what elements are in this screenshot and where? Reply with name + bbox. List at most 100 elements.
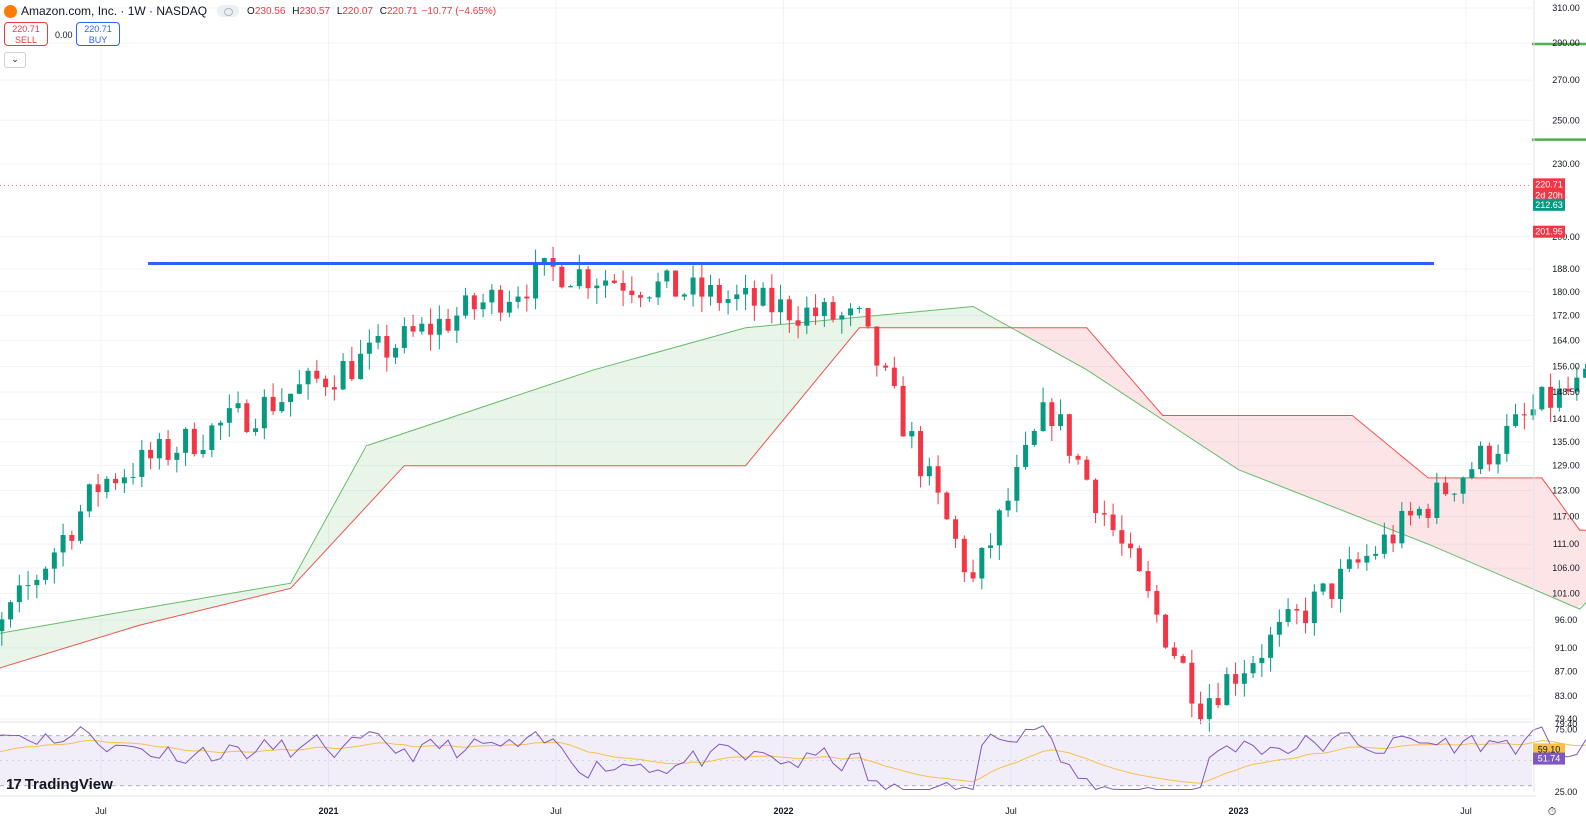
candle-body <box>935 466 941 493</box>
candle-body <box>349 360 355 380</box>
candle-body <box>506 301 512 313</box>
candle-body <box>314 370 320 379</box>
sell-price: 220.71 <box>12 24 40 34</box>
price-tick-label: 310.00 <box>1552 3 1580 13</box>
symbol-title[interactable]: Amazon.com, Inc. · 1W · NASDAQ <box>21 4 208 18</box>
candle-body <box>795 320 801 326</box>
candle-body <box>1066 414 1072 456</box>
candle-body <box>463 295 469 316</box>
candle-body <box>813 307 819 317</box>
candle-body <box>961 538 967 573</box>
rsi-ma-value-tag: 59.10 <box>1538 744 1561 754</box>
sell-button[interactable]: 220.71 SELL <box>4 22 48 46</box>
candle-body <box>1198 703 1204 720</box>
candle-body <box>139 449 145 477</box>
price-tick-label: 135.00 <box>1552 437 1580 447</box>
candle-body <box>1206 698 1212 720</box>
visibility-toggle-icon[interactable] <box>217 5 240 17</box>
candle-body <box>900 385 906 437</box>
candle-body <box>970 572 976 579</box>
price-tick-label: 87.00 <box>1555 666 1578 676</box>
candle-body <box>979 547 985 579</box>
candle-body <box>471 295 477 310</box>
candle-body <box>1136 548 1142 572</box>
candle-body <box>1320 583 1326 592</box>
candle-body <box>585 269 591 289</box>
candle-body <box>454 315 460 331</box>
ichimoku-span-a <box>0 305 1586 634</box>
cloud-a-price-tag: 212.63 <box>1535 200 1563 210</box>
candle-body <box>1583 368 1586 378</box>
candle-body <box>1373 553 1379 556</box>
candle-body <box>1189 662 1195 704</box>
price-tick-label: 250.00 <box>1552 115 1580 125</box>
candle-body <box>1268 634 1274 658</box>
price-tick-label: 129.00 <box>1552 461 1580 471</box>
candle-body <box>1574 377 1580 392</box>
candle-body <box>1451 493 1457 495</box>
ohlc-low-key: L <box>336 5 343 17</box>
candle-body <box>576 269 582 287</box>
ohlc-values: O230.56 H230.57 L220.07 C220.71 <box>247 6 422 17</box>
price-tick-label: 148.50 <box>1552 387 1580 397</box>
candle-body <box>1338 568 1344 599</box>
candle-body <box>699 277 705 297</box>
spread-value: 0.00 <box>55 30 73 40</box>
amazon-logo-icon <box>4 4 17 18</box>
candle-body <box>681 294 687 297</box>
candle-body <box>1171 647 1177 657</box>
time-zone-clock-icon: ⏱ <box>1548 805 1557 818</box>
candle-body <box>1486 445 1492 465</box>
candle-body <box>1530 409 1536 416</box>
price-tick-label: 180.00 <box>1552 287 1580 297</box>
candle-body <box>821 302 827 317</box>
candle-body <box>1128 543 1134 549</box>
candle-body <box>8 602 14 620</box>
candle-body <box>751 288 757 306</box>
candle-body <box>331 387 337 390</box>
candle-body <box>673 270 679 297</box>
candle-body <box>865 307 871 327</box>
candle-body <box>620 282 626 291</box>
time-tick-label: 2023 <box>1228 806 1248 816</box>
candle-body <box>0 619 5 632</box>
candle-body <box>638 295 644 298</box>
price-change: −10.77 (−4.65%) <box>421 5 497 17</box>
candle-body <box>1049 402 1055 427</box>
candle-body <box>874 326 880 366</box>
candle-body <box>1303 610 1309 624</box>
rsi-band <box>0 735 1532 786</box>
collapse-chevron-icon[interactable]: ⌄ <box>4 52 26 68</box>
candle-body <box>419 323 425 332</box>
candle-body <box>218 422 224 426</box>
candle-body <box>1381 534 1387 554</box>
candle-body <box>1023 444 1029 467</box>
price-tick-label: 111.00 <box>1553 539 1579 549</box>
candle-body <box>1539 386 1545 410</box>
ohlc-high-key: H <box>292 5 300 17</box>
candle-body <box>1329 583 1335 599</box>
candle-body <box>25 585 31 587</box>
candle-body <box>629 290 635 296</box>
candle-body <box>786 299 792 321</box>
buy-label: BUY <box>88 35 108 45</box>
candle-body <box>253 428 259 433</box>
candle-body <box>1364 555 1370 563</box>
candle-body <box>883 365 889 368</box>
candle-body <box>323 378 329 388</box>
candle-body <box>480 302 486 310</box>
candle-body <box>1294 608 1300 611</box>
buy-button[interactable]: 220.71 BUY <box>76 22 120 46</box>
candle-body <box>78 511 84 541</box>
price-tick-label: 117.00 <box>1553 512 1580 522</box>
candle-body <box>909 431 915 437</box>
ohlc-open-key: O <box>247 5 255 17</box>
ohlc-close: 220.71 <box>386 5 418 17</box>
candle-body <box>340 360 346 390</box>
candle-body <box>1259 657 1265 664</box>
candle-body <box>1014 466 1020 501</box>
price-tick-label: 156.00 <box>1552 361 1580 371</box>
candle-body <box>121 477 127 484</box>
candle-body <box>51 552 57 569</box>
